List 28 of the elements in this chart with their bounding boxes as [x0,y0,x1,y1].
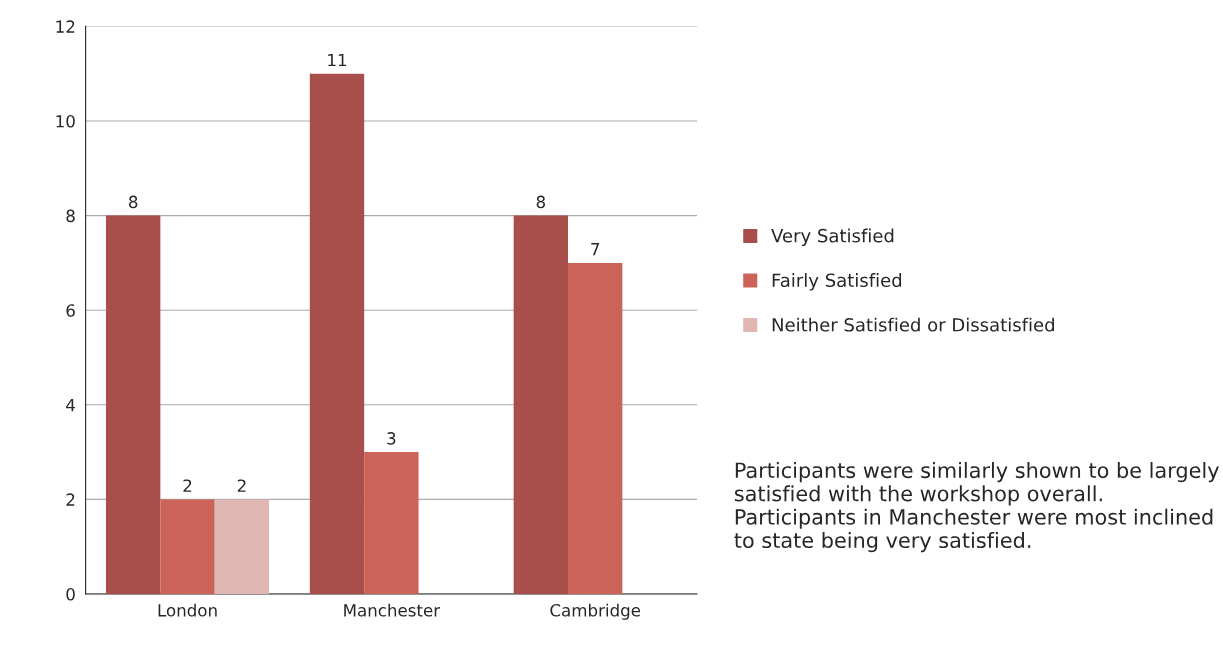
y-tick-label: 0 [66,587,75,601]
y-tick-label: 10 [56,114,75,128]
y-tick-label: 4 [66,398,75,412]
data-label: 2 [237,479,246,492]
y-tick-label: 2 [66,493,75,506]
data-label: 8 [536,195,545,209]
text: Participants were similarly shown to be largely satisfied with the workshop overall. Participants in Manchester were most inclined to state being very satisfied. [734,462,1219,553]
bar [214,499,270,594]
data-label: 8 [129,195,138,209]
data-label: 7 [591,243,600,256]
bar [160,499,215,594]
bar [309,73,365,594]
bar [105,215,161,594]
y-tick-label: 12 [56,20,75,33]
legend-label: Fairly Satisfied [772,273,902,291]
data-label: 11 [328,53,347,67]
bar [513,215,569,594]
bar [568,262,623,594]
x-tick-label: London [158,603,217,617]
x-tick-label: Cambridge [550,603,641,620]
x-tick-label: Manchester [344,603,441,617]
data-label: 3 [387,432,396,445]
legend-label: Neither Satisfied or Dissatisfied [772,317,1054,332]
legend-label: Very Satisfied [771,228,894,246]
y-tick-label: 8 [66,209,75,223]
data-label: 2 [183,479,192,492]
y-tick-label: 6 [66,304,75,317]
bar [364,452,419,594]
